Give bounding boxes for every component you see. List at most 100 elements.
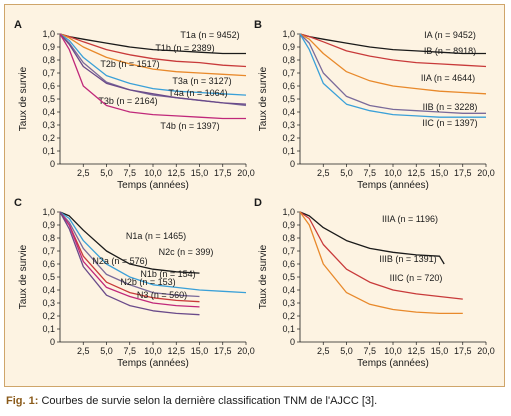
x-axis-title: Temps (années) bbox=[357, 358, 429, 369]
survival-curves-figure: A 0 0,1 0,2 0,3 0,4 0,5 0,6 0,7 0,8 0,9 1,0 2,5 5,0 7,… bbox=[14, 19, 495, 369]
x-tick-label: 17,5 bbox=[454, 346, 472, 356]
y-tick-label: 0,4 bbox=[282, 107, 295, 117]
x-tick-label: 7,5 bbox=[123, 168, 136, 178]
x-tick-label: 20,0 bbox=[237, 168, 255, 178]
series-line bbox=[59, 211, 200, 274]
figure-caption-text: Courbes de survie selon la dernière clas… bbox=[38, 395, 378, 407]
x-tick-label: 7,5 bbox=[363, 346, 376, 356]
x-tick-label: 5,0 bbox=[340, 346, 353, 356]
y-tick-label: 0,2 bbox=[42, 311, 55, 321]
y-tick-label: 0,6 bbox=[282, 81, 295, 91]
y-tick-label: 0,2 bbox=[42, 133, 55, 143]
series-line bbox=[59, 33, 247, 68]
x-tick-label: 2,5 bbox=[77, 346, 90, 356]
x-tick-label: 5,0 bbox=[100, 346, 113, 356]
series-label: IIIA (n = 1196) bbox=[382, 214, 438, 224]
x-tick-label: 12,5 bbox=[407, 346, 425, 356]
panel-letter: C bbox=[14, 197, 22, 209]
series-line bbox=[59, 211, 200, 316]
y-axis-title: Taux de survie bbox=[18, 244, 29, 309]
series-label: T1a (n = 9452) bbox=[180, 30, 239, 40]
y-tick-label: 1,0 bbox=[282, 29, 295, 39]
y-tick-label: 0,1 bbox=[42, 324, 55, 334]
x-tick-label: 5,0 bbox=[340, 168, 353, 178]
x-tick-label: 10,0 bbox=[384, 346, 402, 356]
series-line bbox=[299, 211, 463, 300]
x-axis-title: Temps (années) bbox=[117, 180, 189, 191]
x-tick-label: 12,5 bbox=[167, 168, 185, 178]
x-tick-label: 10,0 bbox=[144, 346, 162, 356]
series-label: N2a (n = 576) bbox=[92, 256, 147, 266]
y-axis-title: Taux de survie bbox=[258, 244, 269, 309]
x-tick-label: 12,5 bbox=[167, 346, 185, 356]
x-tick-label: 10,0 bbox=[144, 168, 162, 178]
y-tick-label: 1,0 bbox=[42, 207, 55, 217]
series-label: T2b (n = 1517) bbox=[100, 59, 159, 69]
y-tick-label: 0,7 bbox=[42, 246, 55, 256]
panel-b: B 0 0,1 0,2 0,3 0,4 0,5 0,6 0,7 0,8 0,9 1,0 2,5 5,0 7,… bbox=[254, 19, 495, 191]
series-line bbox=[299, 33, 486, 118]
y-tick-label: 0,6 bbox=[42, 259, 55, 269]
y-tick-label: 0,3 bbox=[42, 120, 55, 130]
x-tick-label: 17,5 bbox=[454, 168, 472, 178]
series-label: IB (n = 8918) bbox=[424, 46, 476, 56]
series-label: N2b (n = 153) bbox=[120, 277, 175, 287]
x-tick-label: 15,0 bbox=[191, 346, 209, 356]
x-tick-label: 12,5 bbox=[407, 168, 425, 178]
series-line bbox=[299, 33, 487, 68]
x-tick-label: 15,0 bbox=[191, 168, 209, 178]
x-axis-title: Temps (années) bbox=[357, 180, 429, 191]
y-tick-label: 0,3 bbox=[42, 298, 55, 308]
series-line bbox=[59, 211, 247, 294]
panel-d: D 0 0,1 0,2 0,3 0,4 0,5 0,6 0,7 0,8 0,9 1,0 2,5 5,0 7,… bbox=[254, 197, 495, 369]
y-tick-label: 0,4 bbox=[42, 107, 55, 117]
series-line bbox=[59, 33, 247, 96]
series-label: IIC (n = 1397) bbox=[422, 118, 477, 128]
y-tick-label: 0,7 bbox=[282, 68, 295, 78]
x-tick-label: 2,5 bbox=[317, 346, 330, 356]
y-tick-label: 0,8 bbox=[42, 233, 55, 243]
series-label: T3a (n = 3127) bbox=[172, 76, 231, 86]
y-tick-label: 0,8 bbox=[282, 55, 295, 65]
y-tick-label: 0 bbox=[50, 337, 55, 347]
series-line bbox=[59, 33, 246, 55]
series-line bbox=[59, 33, 247, 105]
x-tick-label: 7,5 bbox=[363, 168, 376, 178]
y-tick-label: 0,6 bbox=[42, 81, 55, 91]
x-tick-label: 2,5 bbox=[77, 168, 90, 178]
series-line bbox=[299, 33, 487, 95]
y-axis-title: Taux de survie bbox=[258, 66, 269, 131]
series-label: IIA (n = 4644) bbox=[421, 73, 475, 83]
y-tick-label: 0 bbox=[50, 159, 55, 169]
y-tick-label: 0,3 bbox=[282, 120, 295, 130]
series-label: T4b (n = 1397) bbox=[160, 121, 219, 131]
series-line bbox=[59, 33, 246, 120]
y-tick-label: 0,3 bbox=[282, 298, 295, 308]
y-tick-label: 0,1 bbox=[282, 324, 295, 334]
series-label: T1b (n = 2389) bbox=[155, 43, 214, 53]
y-tick-label: 0,5 bbox=[282, 272, 295, 282]
y-tick-label: 0,6 bbox=[282, 259, 295, 269]
panel-c: C 0 0,1 0,2 0,3 0,4 0,5 0,6 0,7 0,8 0,9 1,0 2,5 5,0 7,… bbox=[14, 197, 255, 369]
x-tick-label: 7,5 bbox=[123, 346, 136, 356]
x-tick-label: 15,0 bbox=[431, 346, 449, 356]
y-tick-label: 0,1 bbox=[42, 146, 55, 156]
x-tick-label: 20,0 bbox=[237, 346, 255, 356]
y-tick-label: 0,7 bbox=[282, 246, 295, 256]
x-tick-label: 17,5 bbox=[214, 346, 232, 356]
y-tick-label: 0,8 bbox=[282, 233, 295, 243]
x-tick-label: 2,5 bbox=[317, 168, 330, 178]
x-tick-label: 20,0 bbox=[477, 346, 495, 356]
y-tick-label: 0,5 bbox=[42, 94, 55, 104]
series-line bbox=[299, 211, 463, 315]
panel-letter: A bbox=[14, 19, 22, 31]
series-label: IIIC (n = 720) bbox=[390, 273, 443, 283]
x-tick-label: 20,0 bbox=[477, 168, 495, 178]
y-tick-label: 0,4 bbox=[282, 285, 295, 295]
series-line bbox=[299, 33, 486, 114]
series-label: N1a (n = 1465) bbox=[126, 231, 186, 241]
y-tick-label: 0,8 bbox=[42, 55, 55, 65]
series-label: IIB (n = 3228) bbox=[423, 102, 478, 112]
series-label: N1b (n = 154) bbox=[140, 269, 195, 279]
series-label: T4a (n = 1064) bbox=[168, 88, 227, 98]
